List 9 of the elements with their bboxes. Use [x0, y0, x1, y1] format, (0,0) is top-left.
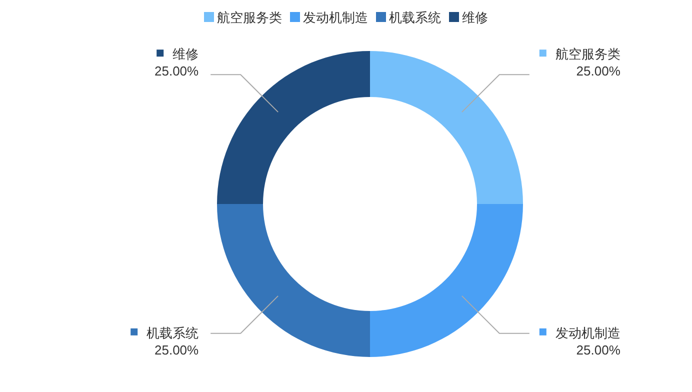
data-label: 25.00% [576, 64, 621, 79]
legend-label: 航空服务类 [555, 46, 620, 62]
legend-label: 维修 [172, 46, 199, 62]
legend-label: 机载系统 [146, 325, 199, 340]
legend: 航空服务类 发动机制造 机载系统 维修 [204, 10, 488, 25]
legend-label: 发动机制造 [555, 325, 620, 340]
data-label: 25.00% [154, 342, 200, 358]
data-label: 25.00% [154, 64, 200, 79]
data-label: 25.00% [576, 342, 621, 358]
